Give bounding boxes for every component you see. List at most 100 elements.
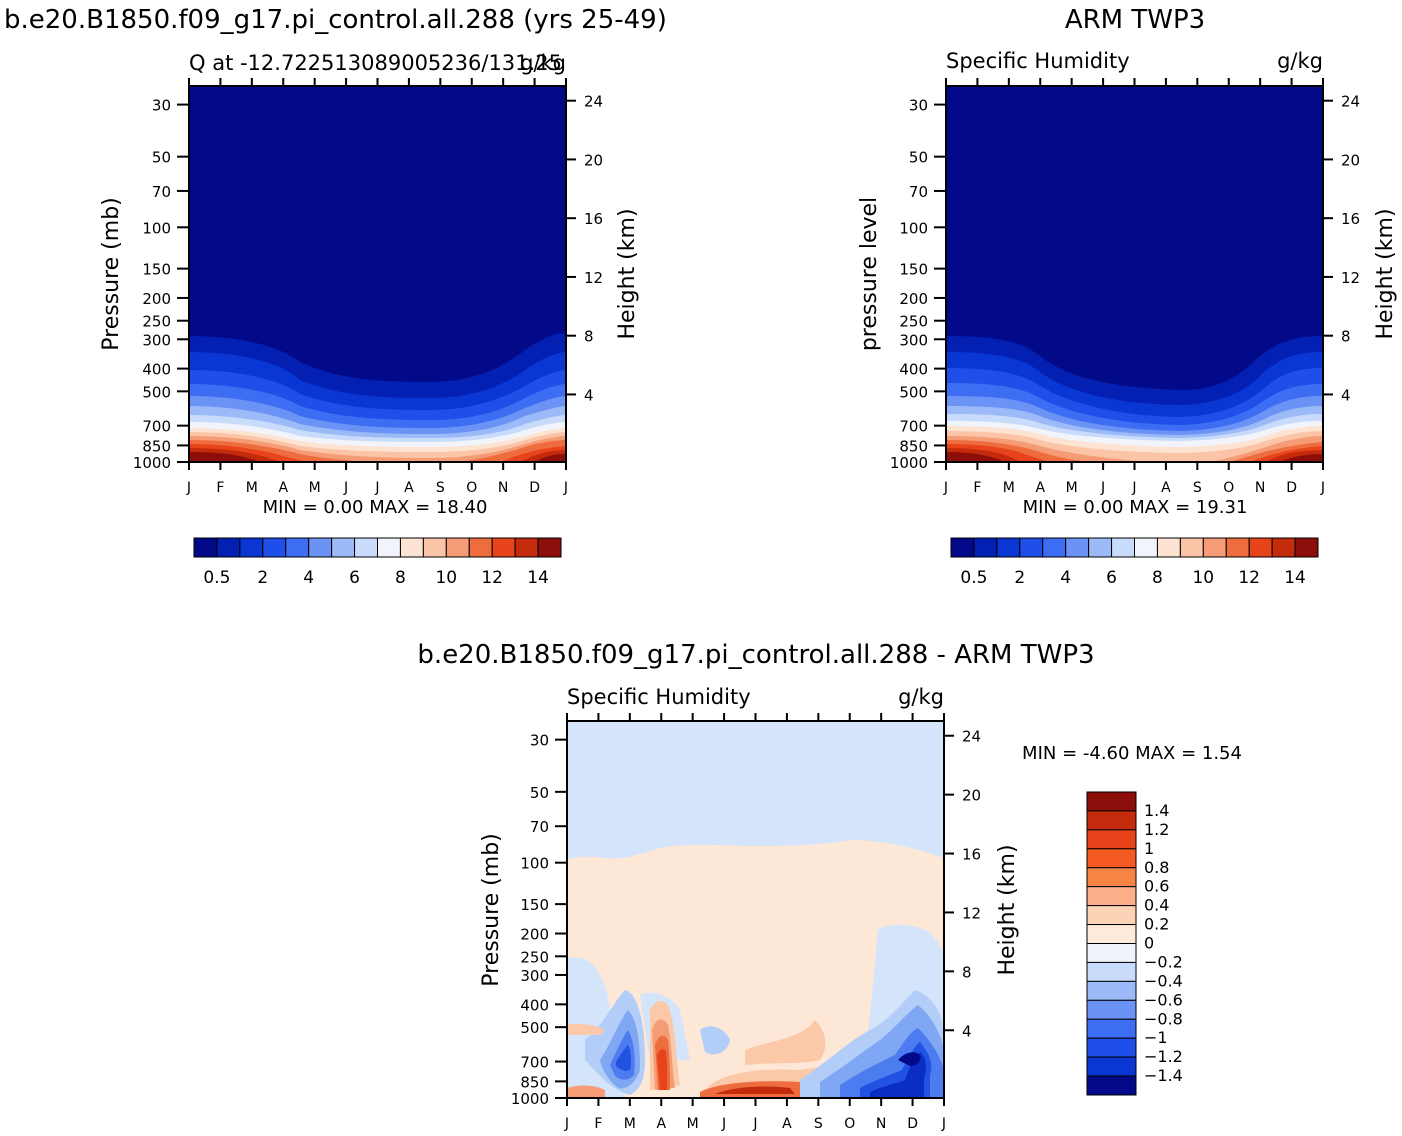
obs-contour-field (946, 86, 1323, 462)
height-tick-label: 16 (584, 210, 603, 228)
month-tick-label: A (1035, 480, 1045, 496)
pressure-tick-label: 100 (142, 219, 171, 237)
colorbar-label: −1.4 (1144, 1066, 1183, 1085)
pressure-tick-label: 150 (899, 261, 928, 279)
height-tick-label: 4 (584, 386, 594, 404)
pressure-tick-label: 70 (909, 183, 928, 201)
month-tick-label: J (1131, 480, 1136, 496)
month-tick-label: F (973, 480, 981, 496)
height-tick-label: 12 (962, 904, 981, 922)
model-min-max-label: MIN = 0.00 MAX = 18.40 (263, 497, 488, 518)
colorbar-swatch (1086, 1075, 1137, 1096)
model-left-title: Q at -12.722513089005236/131.25 (189, 51, 562, 75)
colorbar-label: 1 (1144, 839, 1154, 858)
month-tick-label: N (1255, 480, 1265, 496)
colorbar-label: −0.4 (1144, 971, 1183, 990)
colorbar-label: 4 (303, 568, 314, 588)
month-tick-label: M (687, 1116, 699, 1132)
month-tick-label: M (624, 1116, 636, 1132)
colorbar-label: 10 (1192, 568, 1214, 588)
colorbar-swatch (1156, 537, 1181, 558)
colorbar-label: 0.8 (1144, 858, 1169, 877)
colorbar-swatch (1088, 537, 1113, 558)
colorbar-swatch (1086, 848, 1137, 869)
month-tick-label: J (1320, 480, 1325, 496)
colorbar-label: 1.4 (1144, 801, 1169, 820)
colorbar-swatch (1086, 1056, 1137, 1077)
pressure-tick-label: 200 (520, 926, 549, 944)
colorbar-swatch (1225, 537, 1250, 558)
colorbar-label: 0 (1144, 934, 1154, 953)
height-tick-label: 24 (962, 728, 981, 746)
colorbar-swatch (1248, 537, 1273, 558)
month-tick-label: J (563, 480, 568, 496)
month-tick-label: A (782, 1116, 792, 1132)
colorbar-label: 0.5 (203, 568, 230, 588)
diff-left-title: Specific Humidity (567, 685, 751, 709)
diff-units-title: g/kg (898, 685, 944, 709)
colorbar-swatch (514, 537, 539, 558)
pressure-tick-label: 300 (899, 331, 928, 349)
month-tick-label: S (436, 480, 445, 496)
pressure-tick-label: 500 (520, 1019, 549, 1037)
colorbar-label: 0.5 (960, 568, 987, 588)
colorbar-label: 2 (257, 568, 268, 588)
colorbar-swatch (1294, 537, 1319, 558)
height-tick-label: 8 (1341, 328, 1351, 346)
month-tick-label: J (943, 480, 948, 496)
colorbar-label: 12 (481, 568, 503, 588)
model-contour-field (189, 86, 566, 462)
model-y-axis-label: Pressure (mb) (99, 197, 124, 351)
height-tick-label: 12 (584, 269, 603, 287)
pressure-tick-label: 300 (520, 967, 549, 985)
colorbar-swatch (1202, 537, 1227, 558)
diff-colorbar (1086, 791, 1137, 1096)
colorbar-label: −1 (1144, 1028, 1168, 1047)
diff-main-title: b.e20.B1850.f09_g17.pi_control.all.288 -… (417, 640, 1094, 670)
colorbar-swatch (1086, 791, 1137, 812)
obs-min-max-label: MIN = 0.00 MAX = 19.31 (1023, 497, 1248, 518)
model-colorbar (193, 537, 562, 558)
obs-main-title: ARM TWP3 (1065, 5, 1205, 35)
colorbar-label: 2 (1014, 568, 1025, 588)
month-tick-label: N (876, 1116, 886, 1132)
colorbar-swatch (285, 537, 310, 558)
colorbar-swatch (239, 537, 264, 558)
colorbar-label: 10 (435, 568, 457, 588)
model-units-title: g/kg (520, 51, 566, 75)
colorbar-label: 8 (395, 568, 406, 588)
month-tick-label: J (1100, 480, 1105, 496)
colorbar-swatch (1086, 1037, 1137, 1058)
colorbar-swatch (1065, 537, 1090, 558)
pressure-tick-label: 300 (142, 331, 171, 349)
diff-min-max-label: MIN = -4.60 MAX = 1.54 (1022, 743, 1242, 764)
pressure-tick-label: 30 (152, 97, 171, 115)
colorbar-swatch (216, 537, 241, 558)
colorbar-swatch (193, 537, 218, 558)
colorbar-label: 12 (1238, 568, 1260, 588)
month-tick-label: J (186, 480, 191, 496)
colorbar-swatch (331, 537, 356, 558)
diff-axis-ticks (555, 713, 954, 1106)
obs-height-tick-labels: 24 20 16 12 8 4 (1341, 93, 1360, 405)
model-axis-ticks (177, 78, 576, 470)
height-tick-label: 8 (584, 328, 594, 346)
pressure-tick-label: 1000 (890, 454, 928, 472)
pressure-tick-label: 70 (152, 183, 171, 201)
colorbar-swatch (950, 537, 975, 558)
month-tick-label: J (343, 480, 348, 496)
colorbar-swatch (445, 537, 470, 558)
colorbar-label: 14 (527, 568, 549, 588)
obs-colorbar (950, 537, 1319, 558)
colorbar-swatch (996, 537, 1021, 558)
obs-axis-ticks (934, 78, 1333, 470)
month-tick-label: A (656, 1116, 666, 1132)
diff-height-tick-labels: 24 20 16 12 8 4 (962, 728, 981, 1041)
colorbar-label: 0.4 (1144, 896, 1169, 915)
pressure-tick-label: 150 (142, 261, 171, 279)
